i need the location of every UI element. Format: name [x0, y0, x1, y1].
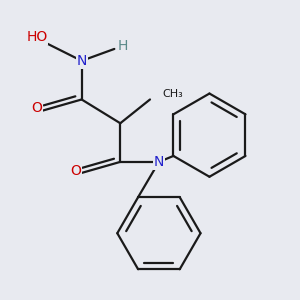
- Text: CH₃: CH₃: [162, 88, 183, 98]
- Text: O: O: [70, 164, 81, 178]
- Text: H: H: [118, 39, 128, 53]
- Text: N: N: [154, 155, 164, 169]
- Text: N: N: [76, 54, 87, 68]
- Text: HO: HO: [26, 30, 48, 44]
- Text: O: O: [32, 101, 43, 116]
